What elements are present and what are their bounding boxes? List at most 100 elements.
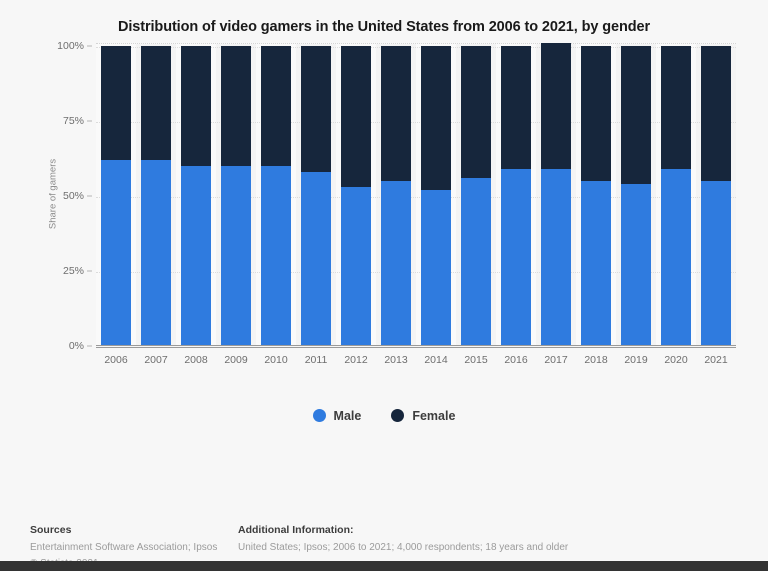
bar-segment-female[interactable]: [620, 45, 652, 184]
bar-group[interactable]: [216, 43, 256, 346]
bar-segment-male[interactable]: [620, 183, 652, 346]
x-axis-tick-label: 2020: [664, 353, 688, 366]
title-container: Distribution of video gamers in the Unit…: [0, 0, 768, 43]
bar-segment-male[interactable]: [540, 168, 572, 346]
x-axis-tick-label: 2015: [464, 353, 488, 366]
additional-info-text: United States; Ipsos; 2006 to 2021; 4,00…: [238, 542, 569, 553]
gridlines: [96, 44, 736, 348]
x-axis-tick-label: 2010: [264, 353, 288, 366]
bar-segment-female[interactable]: [580, 45, 612, 181]
stacked-bar[interactable]: [100, 45, 132, 346]
stacked-bar[interactable]: [420, 45, 452, 346]
stacked-bar[interactable]: [380, 45, 412, 346]
bar-group[interactable]: [576, 43, 616, 346]
bar-group[interactable]: [96, 43, 136, 346]
bar-segment-female[interactable]: [700, 45, 732, 181]
x-axis-tick-label: 2019: [624, 353, 648, 366]
footer-additional-column: Additional Information: United States; I…: [238, 524, 738, 571]
bar-segment-female[interactable]: [460, 45, 492, 178]
bar-group[interactable]: [696, 43, 736, 346]
stacked-bar[interactable]: [340, 45, 372, 346]
x-axis-tick-label: 2007: [144, 353, 168, 366]
stacked-bar[interactable]: [500, 45, 532, 346]
bar-segment-female[interactable]: [180, 45, 212, 166]
bar-segment-male[interactable]: [580, 180, 612, 346]
sources-heading: Sources: [30, 524, 72, 536]
additional-info-heading: Additional Information:: [238, 524, 354, 536]
bar-segment-female[interactable]: [140, 45, 172, 160]
stacked-bar[interactable]: [220, 45, 252, 346]
stacked-bar[interactable]: [460, 45, 492, 346]
bar-segment-male[interactable]: [380, 180, 412, 346]
bar-segment-male[interactable]: [500, 168, 532, 346]
x-axis-tick-label: 2018: [584, 353, 608, 366]
stacked-bar[interactable]: [660, 45, 692, 346]
y-axis-tick-label: 0%: [68, 339, 84, 352]
y-axis-tick-mark: [87, 120, 92, 122]
y-axis-tick-label: 75%: [62, 114, 84, 127]
bar-segment-female[interactable]: [420, 45, 452, 190]
y-axis: Share of gamers 0% 25% 50% 75% 100%: [30, 40, 92, 352]
y-axis-tick-mark: [87, 345, 92, 347]
legend-label: Male: [333, 408, 362, 423]
legend-color-swatch-icon: [391, 409, 405, 423]
bar-segment-female[interactable]: [340, 45, 372, 187]
x-axis-tick-label: 2013: [384, 353, 408, 366]
bar-segment-male[interactable]: [660, 168, 692, 346]
bar-segment-male[interactable]: [140, 159, 172, 346]
stacked-bar[interactable]: [700, 45, 732, 346]
bar-segment-male[interactable]: [100, 159, 132, 346]
stacked-bar[interactable]: [300, 45, 332, 346]
bar-segment-female[interactable]: [500, 45, 532, 169]
bar-segment-male[interactable]: [260, 165, 292, 346]
bar-segment-female[interactable]: [220, 45, 252, 166]
bar-segment-female[interactable]: [300, 45, 332, 172]
bar-group[interactable]: [536, 42, 576, 346]
bar-segment-male[interactable]: [300, 171, 332, 346]
bar-group[interactable]: [296, 43, 336, 346]
stacked-bar[interactable]: [180, 45, 212, 346]
bar-group[interactable]: [176, 43, 216, 346]
bar-segment-male[interactable]: [220, 165, 252, 346]
bar-segment-male[interactable]: [700, 180, 732, 346]
stacked-bar[interactable]: [620, 45, 652, 346]
y-axis-tick-mark: [87, 45, 92, 47]
bar-segment-male[interactable]: [180, 165, 212, 346]
stacked-bar[interactable]: [580, 45, 612, 346]
page-title: Distribution of video gamers in the Unit…: [117, 19, 651, 35]
bar-group[interactable]: [376, 43, 416, 346]
x-axis-labels: 2006 2007 2008 2009 2010 2011 2012 2013 2014 2015…: [96, 349, 736, 371]
bar-segment-female[interactable]: [380, 45, 412, 181]
bar-group[interactable]: [256, 43, 296, 346]
x-axis-tick-label: 2017: [544, 353, 568, 366]
bar-group[interactable]: [136, 43, 176, 346]
x-axis-tick-label: 2014: [424, 353, 448, 366]
bar-group[interactable]: [336, 43, 376, 346]
gridline: [96, 196, 736, 198]
bar-segment-female[interactable]: [660, 45, 692, 169]
stacked-bar[interactable]: [540, 42, 572, 346]
stacked-bar[interactable]: [140, 45, 172, 346]
bar-group[interactable]: [616, 43, 656, 346]
bar-segment-male[interactable]: [340, 186, 372, 346]
bar-segment-female[interactable]: [260, 45, 292, 166]
x-axis-tick-label: 2008: [184, 353, 208, 366]
y-axis-tick-label: 25%: [62, 264, 84, 277]
footer: Sources Entertainment Software Associati…: [0, 512, 768, 571]
bar-group[interactable]: [496, 43, 536, 346]
sources-text: Entertainment Software Association; Ipso…: [30, 542, 218, 553]
bar-segment-male[interactable]: [460, 177, 492, 346]
x-axis-tick-label: 2006: [104, 353, 128, 366]
legend-item[interactable]: Female: [391, 409, 455, 423]
y-axis-title: Share of gamers: [47, 159, 59, 230]
bar-group[interactable]: [456, 43, 496, 346]
y-axis-tick-mark: [87, 270, 92, 272]
bar-segment-male[interactable]: [420, 189, 452, 346]
bar-segment-female[interactable]: [540, 42, 572, 169]
bar-group[interactable]: [416, 43, 456, 346]
bar-group[interactable]: [656, 43, 696, 346]
stacked-bar[interactable]: [260, 45, 292, 346]
bar-segment-female[interactable]: [100, 45, 132, 160]
legend-item[interactable]: Male: [312, 408, 362, 423]
x-axis-line: [96, 344, 736, 346]
